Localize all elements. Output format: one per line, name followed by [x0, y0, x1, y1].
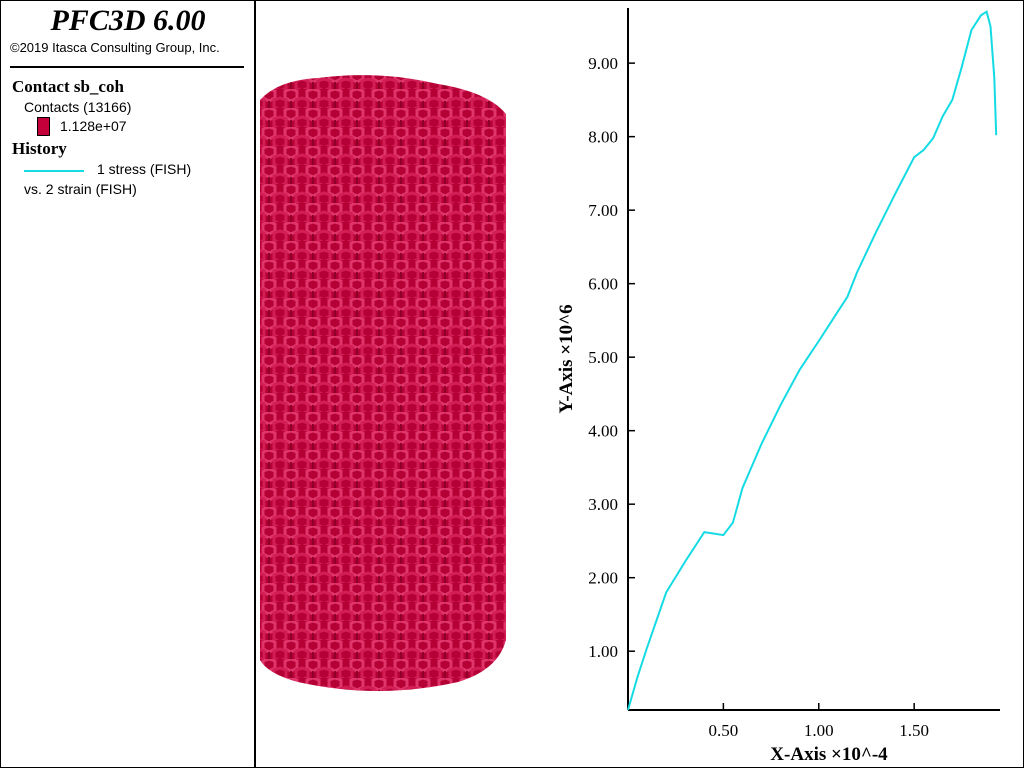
history-line-swatch — [24, 170, 84, 172]
contacts-count-label: Contacts (13166) — [24, 99, 132, 115]
y-tick-label: 3.00 — [588, 495, 618, 514]
x-tick-label: 0.50 — [709, 721, 739, 740]
y-tick-label: 5.00 — [588, 348, 618, 367]
y-tick-label: 7.00 — [588, 201, 618, 220]
app-title: PFC3D 6.00 — [50, 4, 206, 37]
series-line-stress-vs-strain — [627, 10, 998, 711]
x-axis-label: X-Axis ×10^-4 — [770, 744, 888, 765]
copyright-text: ©2019 Itasca Consulting Group, Inc. — [10, 40, 220, 55]
history-series-label: 1 stress (FISH) — [97, 161, 192, 177]
y-axis-label: Y-Axis ×10^6 — [556, 304, 577, 413]
x-tick-label: 1.00 — [804, 721, 834, 740]
contact-color-swatch — [37, 117, 50, 136]
specimen-body — [260, 75, 506, 692]
contact-swatch-value: 1.128e+07 — [60, 118, 127, 134]
contact-heading: Contact sb_coh — [12, 77, 124, 96]
y-tick-label: 9.00 — [588, 54, 618, 73]
ball-specimen-plot — [260, 75, 506, 692]
history-vs-label: vs. 2 strain (FISH) — [24, 181, 137, 197]
y-tick-label: 2.00 — [588, 569, 618, 588]
history-heading: History — [12, 139, 67, 158]
x-tick-label: 1.50 — [899, 721, 929, 740]
y-tick-label: 1.00 — [588, 642, 618, 661]
title-divider — [10, 66, 244, 68]
y-tick-label: 4.00 — [588, 422, 618, 441]
legend-panel: PFC3D 6.00 ©2019 Itasca Consulting Group… — [0, 0, 256, 768]
y-tick-label: 8.00 — [588, 128, 618, 147]
y-tick-label: 6.00 — [588, 275, 618, 294]
history-chart: 1.00 2.00 3.00 4.00 5.00 6.00 7.00 8.00 9.00 0.5… — [556, 8, 1000, 765]
